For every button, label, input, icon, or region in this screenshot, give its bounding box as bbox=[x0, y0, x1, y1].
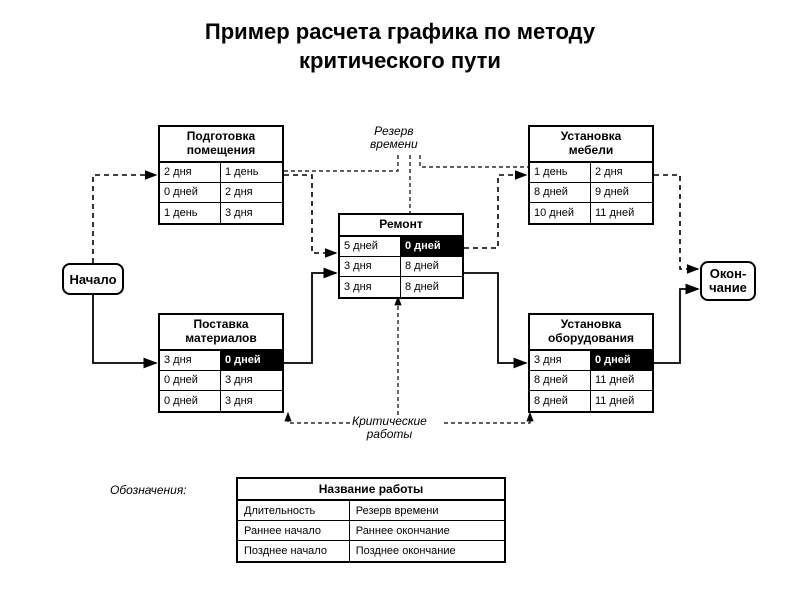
title-line-2: критического пути bbox=[299, 48, 501, 73]
end-terminal: Окон- чание bbox=[700, 261, 756, 301]
repair-dur: 5 дней bbox=[340, 237, 401, 256]
legend-r2l: Раннее начало bbox=[238, 521, 350, 540]
legend-r3l: Позднее начало bbox=[238, 541, 350, 561]
task-repair-title: Ремонт bbox=[340, 215, 462, 237]
equip-dur: 3 дня bbox=[530, 351, 591, 370]
supply-es: 0 дней bbox=[160, 371, 221, 390]
prep-ef: 2 дня bbox=[221, 183, 282, 202]
supply-dur: 3 дня bbox=[160, 351, 221, 370]
repair-ls: 3 дня bbox=[340, 277, 401, 297]
legend-r1r: Резерв времени bbox=[350, 501, 504, 520]
repair-slack: 0 дней bbox=[401, 237, 462, 256]
page-title: Пример расчета графика по методу критиче… bbox=[0, 0, 800, 83]
legend-box: Название работы ДлительностьРезерв време… bbox=[236, 477, 506, 563]
prep-ls: 1 день bbox=[160, 203, 221, 223]
legend-label: Обозначения: bbox=[110, 483, 187, 497]
title-line-1: Пример расчета графика по методу bbox=[205, 19, 595, 44]
legend-r1l: Длительность bbox=[238, 501, 350, 520]
legend-title: Название работы bbox=[238, 479, 504, 501]
furn-ls: 10 дней bbox=[530, 203, 591, 223]
critical-annotation: Критические работы bbox=[352, 415, 427, 441]
equip-ef: 11 дней bbox=[591, 371, 652, 390]
repair-ef: 8 дней bbox=[401, 257, 462, 276]
supply-ef: 3 дня bbox=[221, 371, 282, 390]
equip-ls: 8 дней bbox=[530, 391, 591, 411]
start-label: Начало bbox=[69, 272, 116, 287]
equip-es: 8 дней bbox=[530, 371, 591, 390]
supply-slack: 0 дней bbox=[221, 351, 282, 370]
task-supply-title: Поставка материалов bbox=[160, 315, 282, 351]
furn-slack: 2 дня bbox=[591, 163, 652, 182]
task-furniture-title: Установка мебели bbox=[530, 127, 652, 163]
task-equip-title: Установка оборудования bbox=[530, 315, 652, 351]
reserve-annotation: Резерв времени bbox=[370, 125, 418, 151]
repair-lf: 8 дней bbox=[401, 277, 462, 297]
start-terminal: Начало bbox=[62, 263, 124, 295]
furn-es: 8 дней bbox=[530, 183, 591, 202]
furn-ef: 9 дней bbox=[591, 183, 652, 202]
task-furniture: Установка мебели 1 день2 дня 8 дней9 дне… bbox=[528, 125, 654, 225]
prep-dur: 2 дня bbox=[160, 163, 221, 182]
end-label: Окон- чание bbox=[709, 267, 747, 296]
prep-es: 0 дней bbox=[160, 183, 221, 202]
legend-r3r: Позднее окончание bbox=[350, 541, 504, 561]
supply-lf: 3 дня bbox=[221, 391, 282, 411]
task-prep-title: Подготовка помещения bbox=[160, 127, 282, 163]
task-equip: Установка оборудования 3 дня0 дней 8 дне… bbox=[528, 313, 654, 413]
diagram-canvas: Начало Окон- чание Подготовка помещения … bbox=[0, 83, 800, 603]
task-prep: Подготовка помещения 2 дня1 день 0 дней2… bbox=[158, 125, 284, 225]
legend-r2r: Раннее окончание bbox=[350, 521, 504, 540]
prep-lf: 3 дня bbox=[221, 203, 282, 223]
task-supply: Поставка материалов 3 дня0 дней 0 дней3 … bbox=[158, 313, 284, 413]
furn-lf: 11 дней bbox=[591, 203, 652, 223]
prep-slack: 1 день bbox=[221, 163, 282, 182]
equip-slack: 0 дней bbox=[591, 351, 652, 370]
furn-dur: 1 день bbox=[530, 163, 591, 182]
equip-lf: 11 дней bbox=[591, 391, 652, 411]
supply-ls: 0 дней bbox=[160, 391, 221, 411]
task-repair: Ремонт 5 дней0 дней 3 дня8 дней 3 дня8 д… bbox=[338, 213, 464, 299]
repair-es: 3 дня bbox=[340, 257, 401, 276]
